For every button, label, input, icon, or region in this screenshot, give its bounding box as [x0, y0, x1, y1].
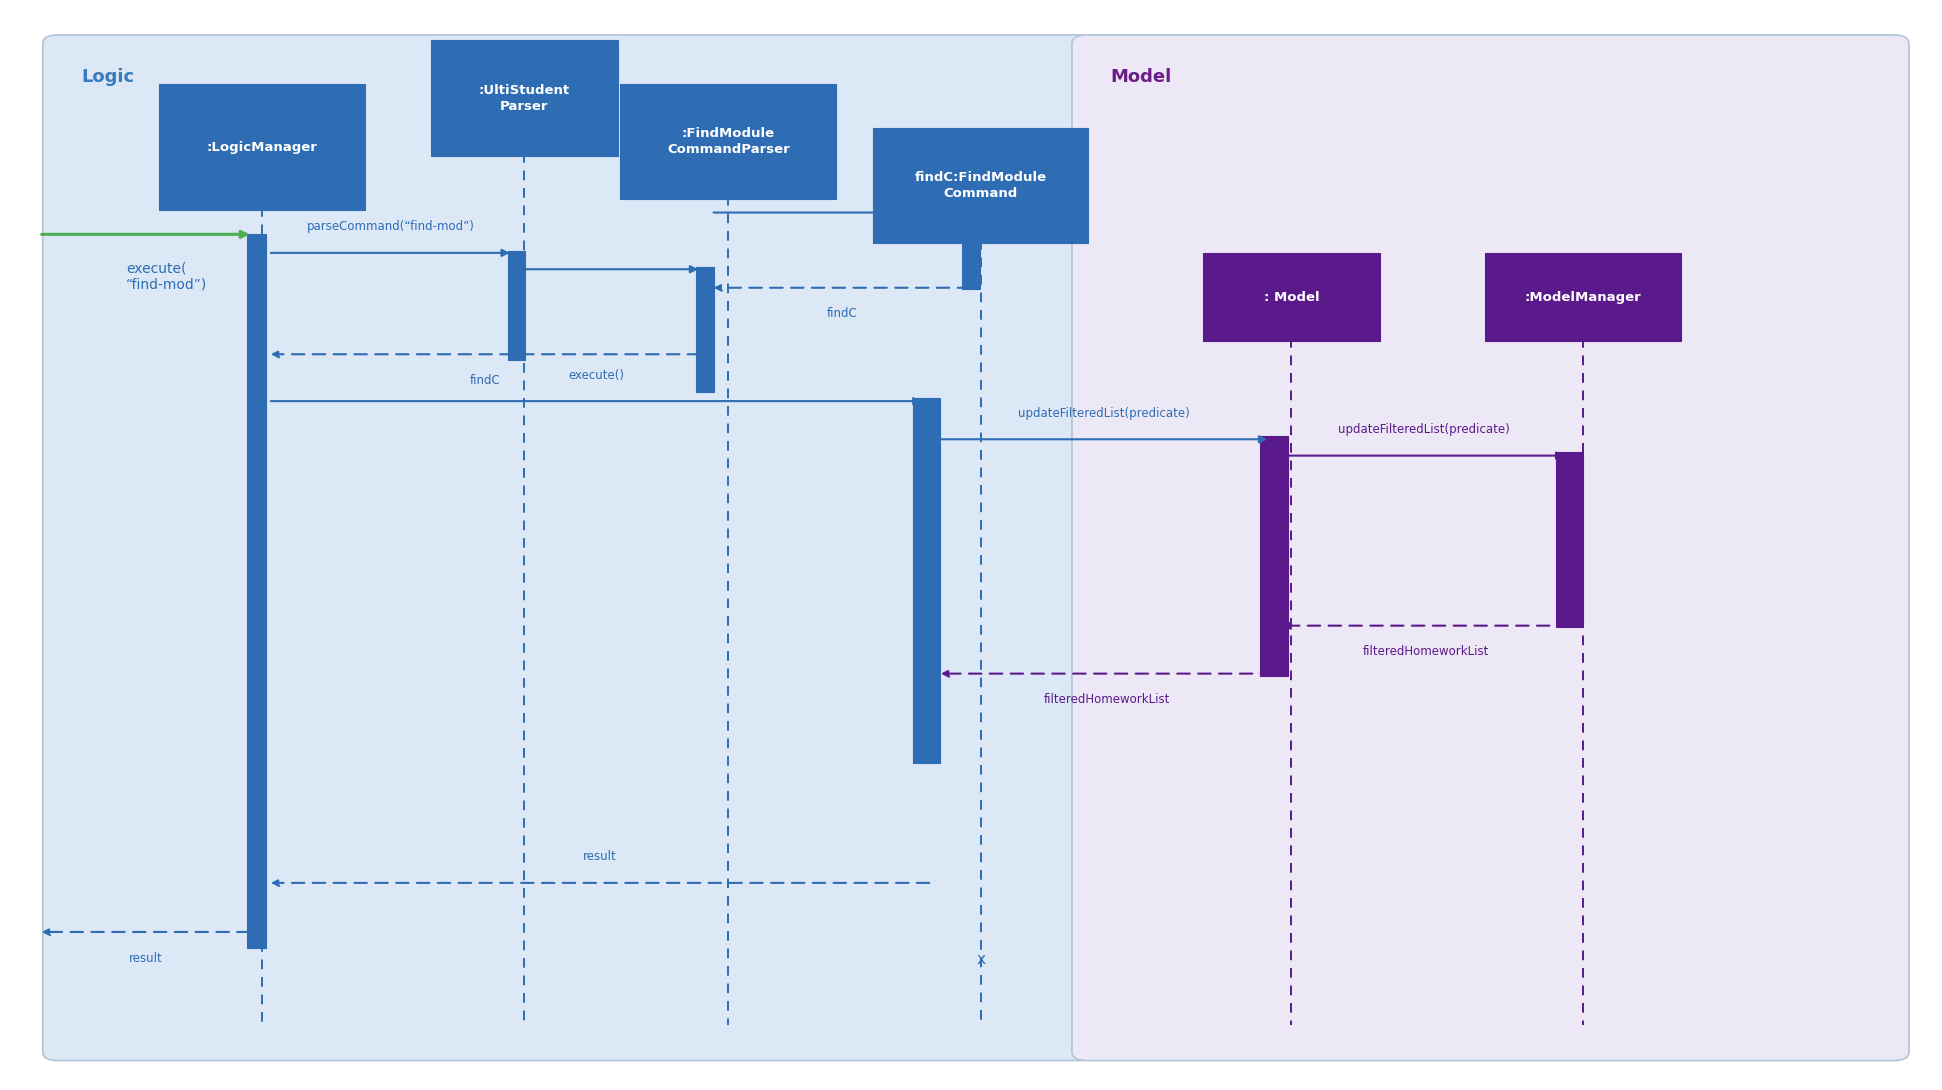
Text: execute(): execute() [569, 368, 623, 381]
Text: execute(
“find-mod”): execute( “find-mod”) [126, 262, 208, 292]
Bar [247, 234, 266, 948]
Text: result: result [583, 850, 618, 863]
Bar [1260, 436, 1288, 676]
Text: result: result [128, 952, 163, 965]
Text: updateFilteredList(predicate): updateFilteredList(predicate) [1018, 407, 1190, 420]
Text: findC: findC [470, 374, 501, 387]
Text: updateFilteredList(predicate): updateFilteredList(predicate) [1338, 423, 1509, 436]
FancyBboxPatch shape [431, 40, 618, 156]
Text: :FindModule
CommandParser: :FindModule CommandParser [666, 128, 790, 156]
FancyBboxPatch shape [621, 84, 835, 199]
Bar [697, 267, 715, 392]
Text: parseCommand(“find-mod”): parseCommand(“find-mod”) [307, 220, 474, 233]
Text: :LogicManager: :LogicManager [206, 141, 318, 154]
FancyBboxPatch shape [1072, 35, 1909, 1061]
FancyBboxPatch shape [874, 128, 1089, 243]
FancyBboxPatch shape [1204, 253, 1379, 341]
Bar [913, 398, 940, 763]
FancyBboxPatch shape [43, 35, 1093, 1061]
Text: filteredHomeworkList: filteredHomeworkList [1043, 693, 1171, 706]
Bar [1556, 452, 1583, 627]
Text: Model: Model [1111, 68, 1173, 86]
Bar [963, 207, 979, 289]
Text: findC:FindModule
Command: findC:FindModule Command [915, 171, 1047, 199]
Text: x: x [977, 952, 985, 967]
Bar [509, 251, 526, 360]
Text: Logic: Logic [82, 68, 134, 86]
FancyBboxPatch shape [1486, 253, 1682, 341]
Text: filteredHomeworkList: filteredHomeworkList [1363, 645, 1490, 658]
Text: :ModelManager: :ModelManager [1524, 291, 1641, 303]
Text: :UltiStudent
Parser: :UltiStudent Parser [480, 84, 569, 112]
Text: : Model: : Model [1264, 291, 1319, 303]
FancyBboxPatch shape [159, 84, 365, 210]
Text: findC: findC [827, 307, 856, 320]
